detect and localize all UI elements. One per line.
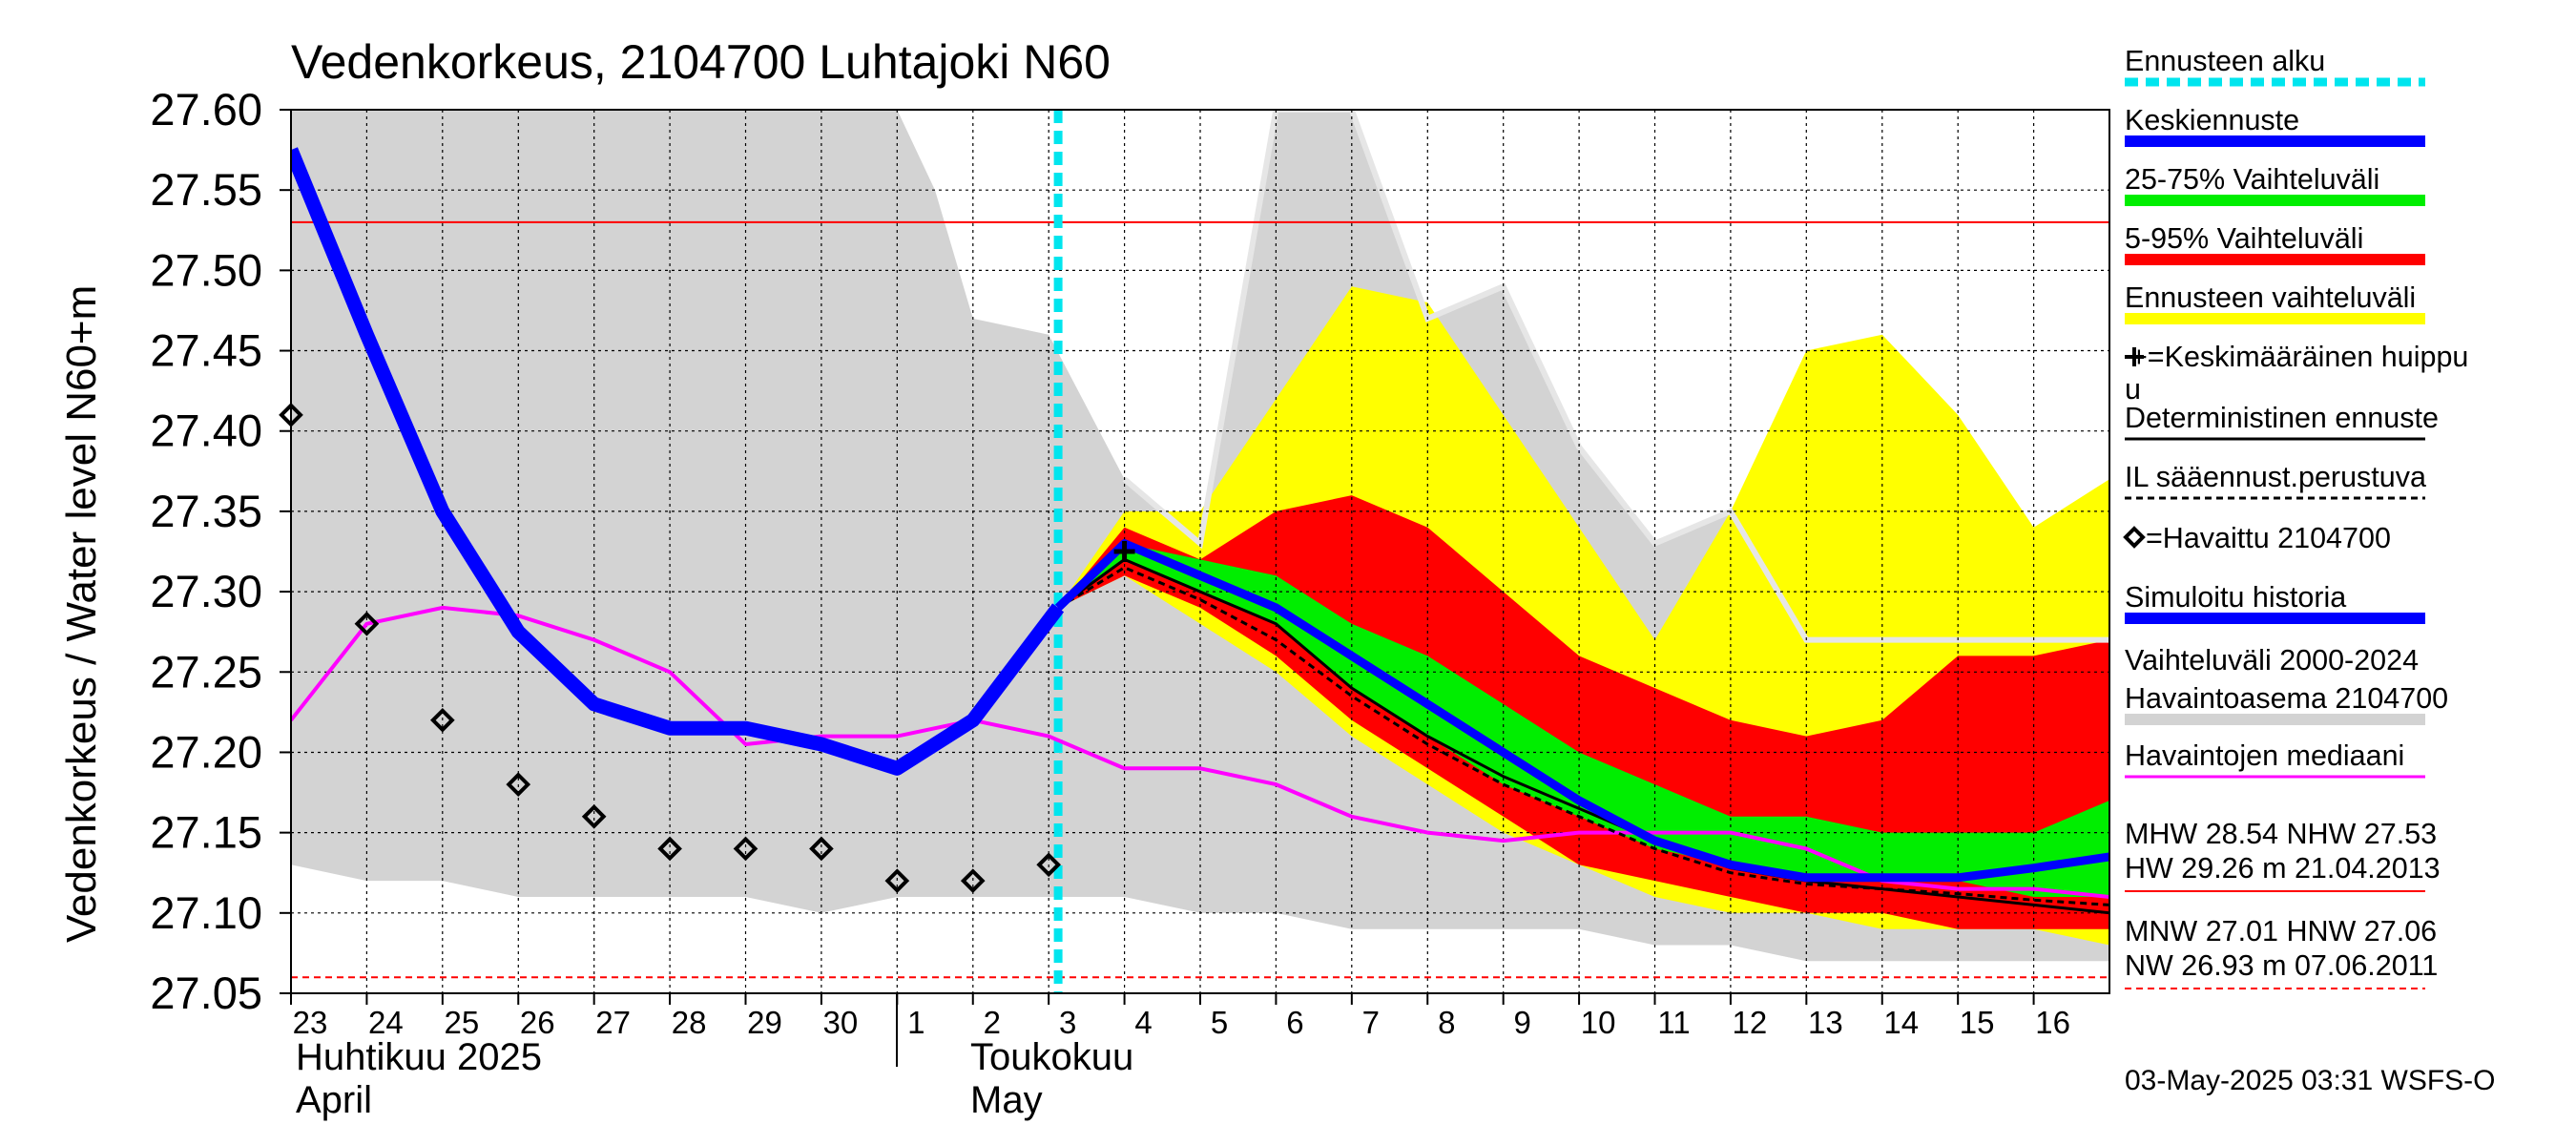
legend-label: Vaihteluväli 2000-2024: [2125, 644, 2419, 677]
x-tick-label: 5: [1211, 1005, 1228, 1040]
y-tick-label: 27.55: [150, 164, 262, 215]
band-5-95: [1058, 495, 2109, 929]
deterministic-line: [1057, 557, 2109, 915]
x-tick-label: 14: [1883, 1005, 1919, 1040]
history-max-line: [1122, 110, 2109, 643]
stats-hw-1: MHW 28.54 NHW 27.53: [2125, 818, 2437, 850]
y-axis-label: Vedenkorkeus / Water level N60+m: [58, 285, 105, 943]
x-tick-label: 25: [444, 1005, 479, 1040]
median-line: [291, 605, 2109, 899]
x-tick-label: 30: [823, 1005, 859, 1040]
x-tick-label: 13: [1808, 1005, 1843, 1040]
legend-label: Ennusteen vaihteluväli: [2125, 281, 2416, 314]
y-tick-label: 27.10: [150, 887, 262, 938]
timestamp: 03-May-2025 03:31 WSFS-O: [2125, 1065, 2496, 1096]
y-tick-label: 27.30: [150, 566, 262, 616]
observed-point: [657, 836, 682, 862]
legend: Ennusteen alku Keskiennuste 25-75% Vaihtel…: [2123, 45, 2468, 989]
x-tick-label: 10: [1581, 1005, 1616, 1040]
legend-label-2: Havaintoasema 2104700: [2125, 682, 2448, 715]
month-label-may-fi: Toukokuu: [970, 1036, 1133, 1078]
month-label-april-en: April: [296, 1079, 372, 1121]
y-ticks: 27.05 27.10 27.15 27.20 27.25 27.30 27.35 27.40…: [150, 84, 291, 1018]
legend-label: Havaintojen mediaani: [2125, 739, 2404, 772]
y-tick-label: 27.20: [150, 726, 262, 777]
observed-markers: [279, 403, 1135, 893]
y-tick-label: 27.50: [150, 244, 262, 295]
x-tick-label: 7: [1362, 1005, 1380, 1040]
legend-label: 5-95% Vaihteluväli: [2125, 222, 2363, 255]
x-tick-label: 1: [907, 1005, 924, 1040]
x-tick-label: 28: [672, 1005, 707, 1040]
legend-label: Deterministinen ennuste: [2125, 402, 2439, 434]
x-tick-label: 9: [1513, 1005, 1530, 1040]
observed-point: [354, 611, 380, 636]
stats-nw-1: MNW 27.01 HNW 27.06: [2125, 915, 2437, 947]
chart-title: Vedenkorkeus, 2104700 Luhtajoki N60: [291, 35, 1111, 89]
x-tick-label: 26: [520, 1005, 555, 1040]
x-tick-label: 29: [747, 1005, 782, 1040]
y-tick-label: 27.05: [150, 968, 262, 1018]
legend-label: Keskiennuste: [2125, 104, 2299, 136]
legend-label-wrap: u: [2125, 373, 2141, 406]
month-label-april-fi: Huhtikuu 2025: [296, 1036, 542, 1078]
stats-hw-2: HW 29.26 m 21.04.2013: [2125, 852, 2441, 885]
observed-point: [884, 868, 910, 893]
y-tick-label: 27.35: [150, 486, 262, 536]
y-tick-label: 27.25: [150, 646, 262, 697]
x-tick-label: 24: [368, 1005, 404, 1040]
legend-label: 25-75% Vaihteluväli: [2125, 163, 2379, 196]
observed-point: [581, 803, 607, 829]
x-tick-label: 6: [1286, 1005, 1303, 1040]
x-tick-label: 27: [595, 1005, 631, 1040]
x-tick-label: 23: [293, 1005, 328, 1040]
legend-peak-marker: [2125, 347, 2144, 366]
x-tick-label: 12: [1733, 1005, 1768, 1040]
stats-nw-2: NW 26.93 m 07.06.2011: [2125, 949, 2438, 982]
x-tick-label: 15: [1960, 1005, 1995, 1040]
observed-point: [1036, 852, 1061, 878]
x-ticks: 23 24 25 26 27 28 29 30 1 2 3 4 5 6 7 8 9 10 11 12 13 14 15 16: [290, 993, 2070, 1040]
legend-observed-marker: [2123, 526, 2146, 549]
x-tick-label: 8: [1438, 1005, 1455, 1040]
y-tick-label: 27.60: [150, 84, 262, 135]
x-tick-label: 11: [1657, 1005, 1690, 1040]
y-tick-label: 27.45: [150, 325, 262, 376]
peak-marker: [1113, 541, 1135, 562]
il-forecast-line: [1057, 566, 2109, 906]
legend-label: +=Keskimääräinen huippu: [2130, 341, 2468, 373]
x-tick-label: 3: [1059, 1005, 1076, 1040]
x-tick-label: 2: [984, 1005, 1001, 1040]
legend-label: IL sääennust.perustuva: [2125, 461, 2426, 493]
observed-point: [733, 836, 758, 862]
x-tick-label: 16: [2035, 1005, 2070, 1040]
observed-point: [809, 836, 834, 862]
x-tick-label: 4: [1134, 1005, 1152, 1040]
mean-forecast-line: [1054, 539, 2109, 883]
series-lines: [291, 147, 2109, 915]
legend-label: Simuloitu historia: [2125, 581, 2346, 614]
y-tick-label: 27.40: [150, 406, 262, 456]
observed-point: [506, 772, 531, 797]
legend-label: Ennusteen alku: [2125, 45, 2325, 77]
observed-point: [960, 868, 986, 893]
legend-label: =Havaittu 2104700: [2146, 522, 2391, 554]
month-label-may-en: May: [970, 1079, 1043, 1121]
y-tick-label: 27.15: [150, 807, 262, 858]
reference-lines: [291, 110, 2109, 993]
observed-point: [430, 707, 455, 733]
simulated-history-line: [291, 147, 1065, 776]
